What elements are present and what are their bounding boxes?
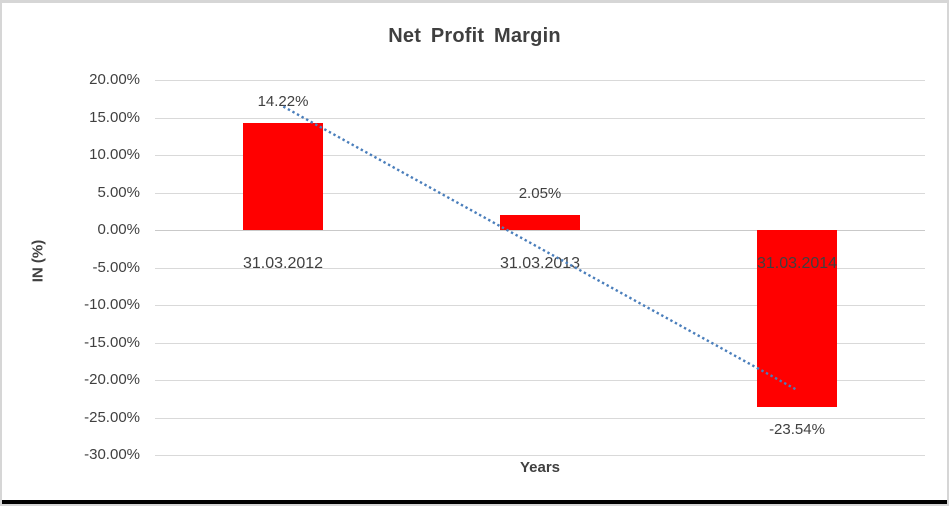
bar-data-label: 2.05% (518, 185, 562, 202)
category-label: 31.03.2013 (499, 255, 581, 272)
category-label: 31.03.2014 (756, 255, 838, 272)
bar-data-label: -23.54% (769, 421, 825, 438)
x-axis-title: Years (519, 459, 561, 476)
y-tick-label: -20.00% (84, 371, 140, 388)
y-tick-label: 5.00% (97, 184, 140, 201)
y-tick-label: 0.00% (97, 221, 140, 238)
bottom-border (2, 500, 947, 504)
gridline (155, 118, 925, 119)
y-tick-label: 20.00% (89, 71, 140, 88)
y-tick-label: -25.00% (84, 409, 140, 426)
bar-data-label: 14.22% (257, 93, 309, 110)
y-tick-label: -10.00% (84, 296, 140, 313)
gridline (155, 80, 925, 81)
category-label: 31.03.2012 (242, 255, 324, 272)
y-tick-label: -5.00% (92, 259, 140, 276)
y-tick-label: 10.00% (89, 146, 140, 163)
bar (500, 215, 580, 230)
y-tick-label: -15.00% (84, 334, 140, 351)
y-tick-label: 15.00% (89, 109, 140, 126)
gridline (155, 455, 925, 456)
chart-title: Net Profit Margin (388, 25, 561, 47)
bar (243, 123, 323, 230)
y-tick-label: -30.00% (84, 446, 140, 463)
gridline (155, 418, 925, 419)
